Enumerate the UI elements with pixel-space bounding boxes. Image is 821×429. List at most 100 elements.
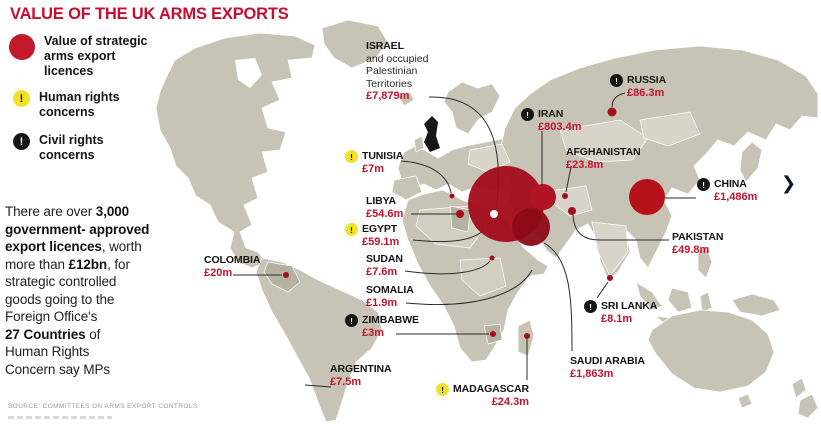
country-name: SAUDI ARABIA	[570, 355, 645, 367]
continent-south-america	[255, 257, 383, 423]
country-value: £59.1m	[362, 236, 400, 248]
dot-pakistan	[568, 207, 576, 215]
country-label-somalia: SOMALIA £1.9m	[366, 284, 414, 310]
leader-sri-lanka	[596, 281, 609, 299]
sulawesi	[699, 291, 713, 313]
country-label-egypt: ! EGYPT £59.1m	[345, 223, 399, 250]
country-label-sri_lanka: ! SRI LANKA £8.1m	[584, 300, 657, 327]
hudson-bay	[235, 58, 262, 88]
leader-saudi-arabia	[543, 242, 573, 352]
civil-rights-icon: !	[345, 314, 358, 327]
region-libya	[449, 205, 471, 233]
dot-sri-lanka	[607, 275, 613, 281]
country-name: SUDAN	[366, 253, 403, 265]
dot-sudan	[489, 255, 495, 261]
country-name: SRI LANKA	[601, 300, 658, 313]
tasmania	[737, 393, 753, 409]
ireland	[413, 135, 425, 153]
country-value: £7.6m	[366, 265, 398, 278]
country-label-afghanistan: AFGHANISTAN £23.8m	[566, 146, 641, 172]
country-name: RUSSIA	[627, 74, 667, 87]
country-subtext: and occupied	[366, 52, 429, 65]
country-label-russia: ! RUSSIA £86.3m	[610, 74, 666, 101]
dot-madagascar	[524, 333, 530, 339]
continent-north-america	[155, 32, 316, 269]
country-name: SOMALIA	[366, 284, 414, 296]
country-label-colombia: COLOMBIA £20m	[204, 254, 260, 280]
country-name: ARGENTINA	[330, 363, 392, 375]
leader-tunisia	[400, 160, 452, 194]
country-name: CHINA	[714, 178, 747, 191]
country-value: £20m	[204, 266, 233, 279]
country-label-madagascar: ! MADAGASCAR £24.3m	[436, 383, 529, 410]
iceland	[397, 91, 415, 107]
dot-russia	[607, 107, 617, 117]
civil-rights-icon: !	[610, 74, 623, 87]
leader-afghanistan	[565, 166, 572, 193]
leader-sudan	[404, 260, 491, 275]
human-rights-icon: !	[436, 383, 449, 396]
country-label-pakistan: PAKISTAN £49.8m	[672, 231, 723, 257]
legend-label: Civil rights concerns	[39, 133, 104, 162]
country-name: AFGHANISTAN	[566, 146, 641, 158]
legend-item-value: Value of strategic arms export licences	[9, 34, 148, 79]
country-name: MADAGASCAR	[453, 383, 529, 396]
country-value: £86.3m	[627, 87, 665, 99]
country-subtext: Palestinian	[366, 65, 418, 77]
leader-russia	[611, 92, 626, 108]
country-label-libya: LIBYA £54.6m	[366, 195, 403, 221]
leader-egypt	[412, 230, 484, 243]
legend-label: Human rights concerns	[39, 90, 120, 119]
next-chevron-icon[interactable]: ❯	[781, 173, 797, 193]
philippines	[697, 245, 713, 279]
new-guinea	[731, 293, 781, 317]
country-name: PAKISTAN	[672, 231, 724, 243]
region-india	[591, 221, 629, 277]
legend-item-human: ! Human rights concerns	[9, 90, 120, 120]
iberia	[391, 175, 423, 201]
borneo	[667, 287, 693, 313]
civil-rights-icon: !	[13, 133, 30, 150]
country-label-zimbabwe: ! ZIMBABWE £3m	[345, 314, 419, 341]
region-colombia	[263, 261, 301, 293]
bubble-saudi-arabia	[512, 208, 550, 246]
country-name: TUNISIA	[362, 150, 404, 163]
japan	[739, 141, 763, 183]
country-label-argentina: ARGENTINA £7.5m	[330, 363, 392, 389]
country-label-china: ! CHINA £1,486m	[697, 178, 757, 205]
anchor-israel-white-dot	[490, 210, 498, 218]
greenland	[321, 19, 389, 69]
leader-pakistan	[572, 214, 669, 241]
country-label-israel: ISRAEL and occupied Palestinian Territories…	[366, 40, 428, 104]
leader-argentina	[304, 384, 332, 388]
civil-rights-icon: !	[584, 300, 597, 313]
dot-afghanistan	[562, 193, 568, 199]
country-label-iran: ! IRAN £803.4m	[521, 108, 581, 135]
new-zealand-north	[791, 377, 807, 399]
country-name: IRAN	[538, 108, 564, 121]
country-value: £1.9m	[366, 296, 398, 309]
country-name: ISRAEL	[366, 40, 404, 52]
continent-asia	[497, 45, 819, 281]
dot-tunisia	[449, 193, 455, 199]
source-credit: SOURCE: COMMITTEES ON ARMS EXPORT CONTRO…	[8, 403, 198, 410]
country-label-tunisia: ! TUNISIA £7m	[345, 150, 403, 177]
bubble-iran	[530, 184, 556, 210]
civil-rights-icon: !	[521, 108, 534, 121]
country-value: £49.8m	[672, 243, 710, 256]
country-value: £23.8m	[566, 158, 604, 171]
value-bubbles	[283, 107, 665, 339]
country-value: £8.1m	[601, 313, 633, 325]
country-value: £7.5m	[330, 375, 362, 388]
country-value: £1,863m	[570, 367, 614, 380]
human-rights-icon: !	[345, 150, 358, 163]
civil-rights-icon: !	[697, 178, 710, 191]
region-mongolia	[639, 111, 701, 147]
country-name: ZIMBABWE	[362, 314, 419, 327]
country-value: £7,879m	[366, 90, 410, 102]
new-zealand-south	[797, 393, 819, 419]
country-value: £7m	[362, 163, 385, 175]
page-title: VALUE OF THE UK ARMS EXPORTS	[10, 5, 289, 23]
country-name: LIBYA	[366, 195, 397, 207]
